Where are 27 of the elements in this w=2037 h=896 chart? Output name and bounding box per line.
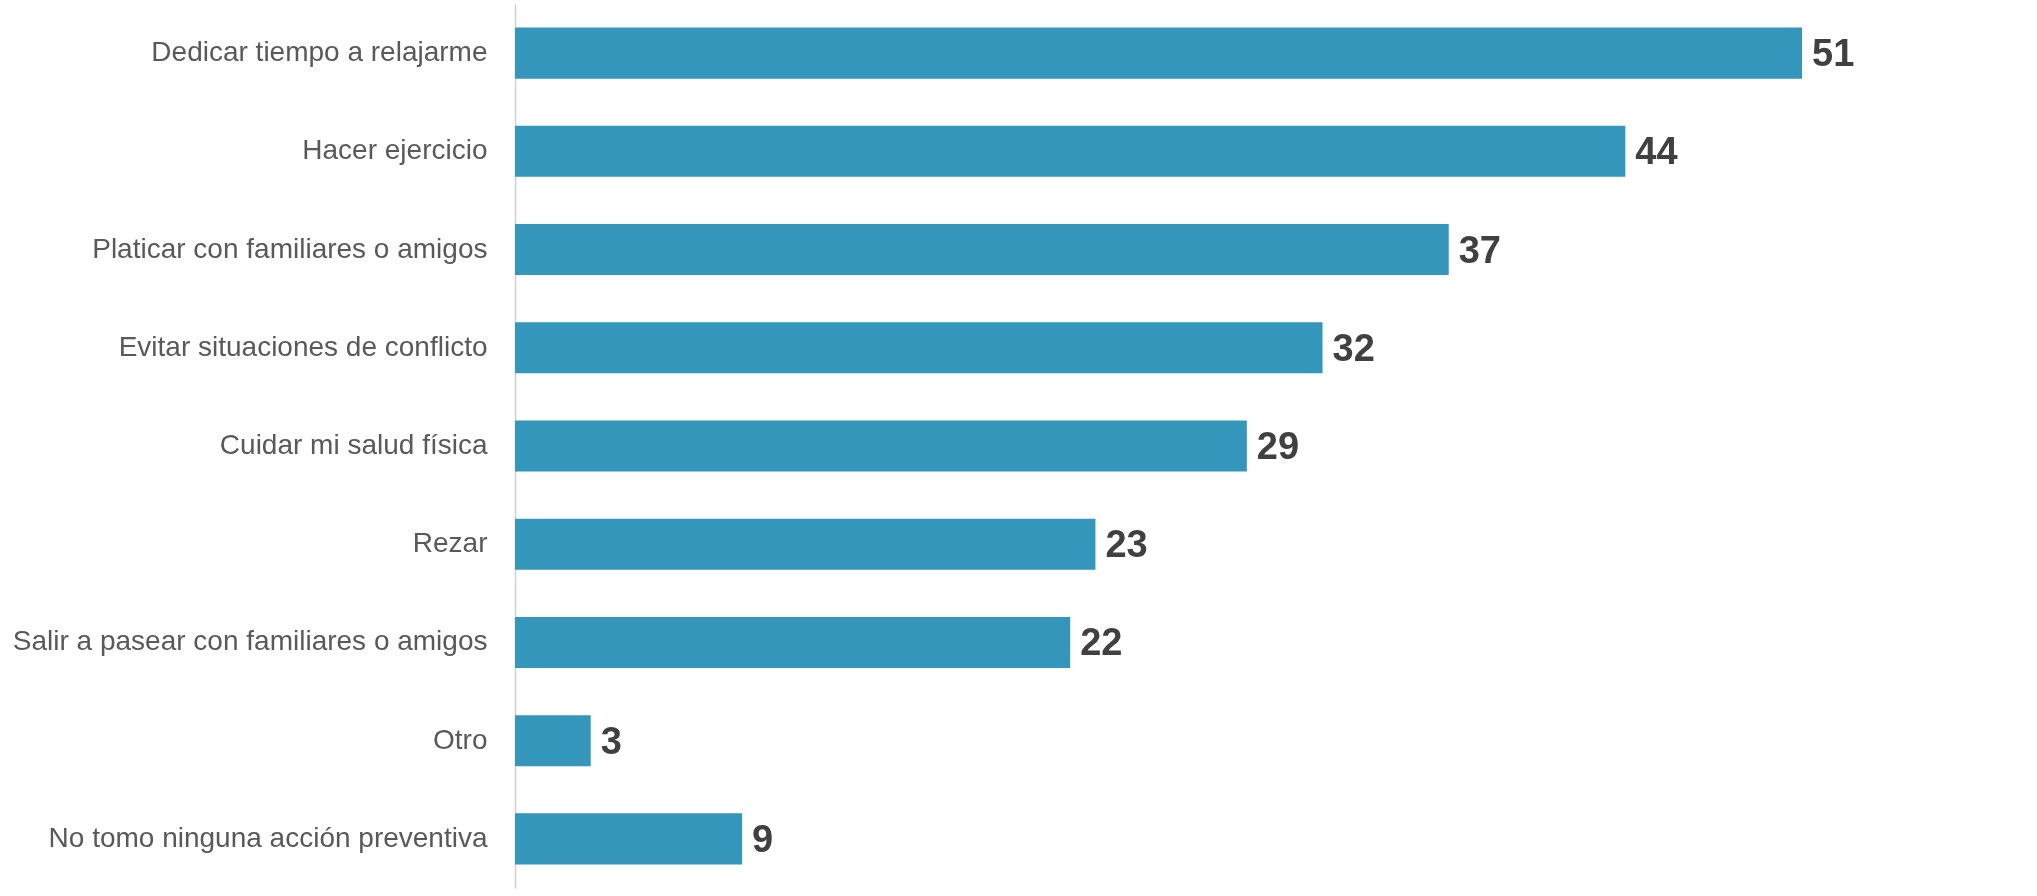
bar: [515, 813, 743, 865]
y-tick-label: Otro: [433, 723, 488, 755]
data-label: 23: [1105, 523, 1148, 566]
y-tick-label: Cuidar mi salud física: [219, 429, 488, 460]
bar: [515, 518, 1096, 570]
y-tick-label: Hacer ejercicio: [302, 134, 488, 166]
y-tick-label: Platicar con familiares o amigos: [92, 232, 488, 264]
y-tick-label: Evitar situaciones de conflicto: [118, 330, 488, 362]
data-label: 29: [1256, 425, 1300, 467]
bar: [515, 27, 1802, 79]
bar: [515, 224, 1449, 276]
y-tick-label: Dedicar tiempo a relajarme: [151, 36, 488, 68]
y-tick-label: No tomo ninguna acción preventiva: [48, 821, 488, 853]
data-label: 9: [752, 817, 774, 860]
y-tick-label: Rezar: [412, 527, 488, 559]
data-label: 51: [1812, 32, 1855, 75]
bar: [515, 616, 1071, 668]
data-label: 3: [600, 719, 622, 762]
data-label: 32: [1332, 326, 1375, 369]
data-label: 22: [1080, 621, 1123, 664]
data-label: 44: [1635, 130, 1678, 173]
data-label: 37: [1458, 228, 1501, 271]
y-tick-label: Salir a pasear con familiares o amigos: [12, 625, 488, 657]
bar: [515, 125, 1626, 177]
bar: [515, 322, 1323, 374]
bar: [515, 715, 591, 767]
bar: [515, 420, 1247, 472]
